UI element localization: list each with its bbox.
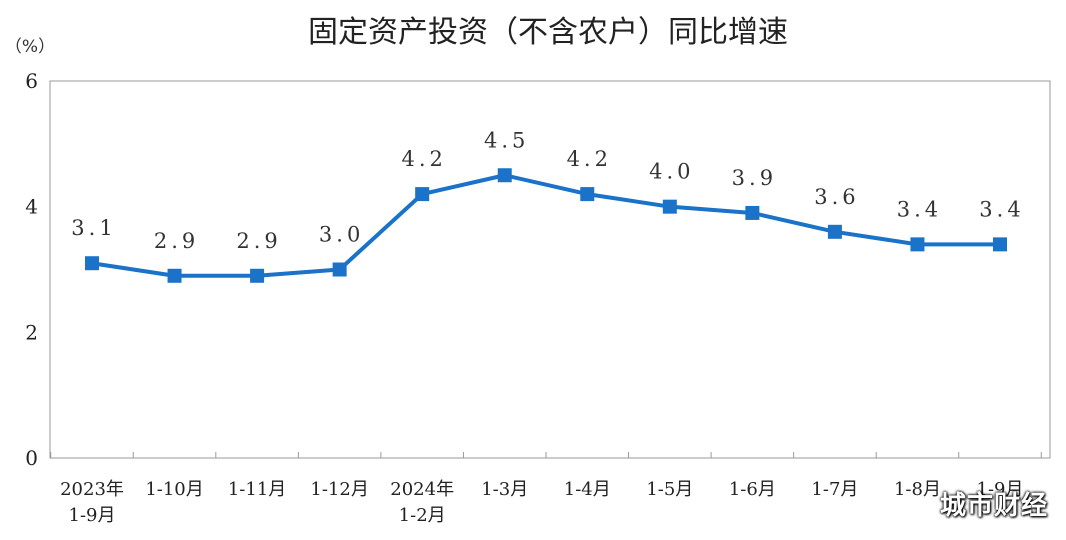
x-tick-label: 1-8月 <box>894 479 941 500</box>
data-label: 3.6 <box>814 185 859 209</box>
data-label: 2.9 <box>236 229 281 253</box>
data-label: 3.4 <box>897 197 942 221</box>
data-label: 4.0 <box>649 160 694 184</box>
data-label: 3.0 <box>319 223 364 247</box>
data-point-marker <box>910 237 925 252</box>
x-tick-label: 1-6月 <box>729 479 776 500</box>
series-line <box>90 173 1002 278</box>
x-tick-label: 1-3月 <box>481 479 528 500</box>
x-tick-label: 1-7月 <box>811 479 858 500</box>
data-label: 3.4 <box>979 197 1024 221</box>
data-point-marker <box>332 262 347 277</box>
x-tick-label: 1-11月 <box>228 479 286 500</box>
data-point-marker <box>745 205 760 220</box>
data-point-marker <box>827 224 842 239</box>
x-tick-label: 1-4月 <box>564 479 611 500</box>
plot-area-frame <box>49 80 1051 459</box>
y-axis: 0 2 4 6 <box>25 69 38 470</box>
x-tick-label: 2023年 <box>60 479 124 500</box>
data-point-marker <box>662 199 677 214</box>
y-axis-unit-label: （%） <box>5 37 55 57</box>
x-tick-label: 2024年 <box>390 479 454 500</box>
x-tick-label: 1-10月 <box>145 479 203 500</box>
data-label: 4.2 <box>567 147 612 171</box>
data-point-marker <box>85 256 99 271</box>
x-tick-label: 1-2月 <box>399 505 446 526</box>
x-axis: 2023年 1-9月 1-10月 1-11月 1-12月 2024年 1-2月 1-3月 1-4… <box>50 452 1042 526</box>
x-tick-label: 1-9月 <box>69 505 116 526</box>
chart-title: 固定资产投资（不含农户）同比增速 <box>308 15 788 50</box>
data-point-marker <box>415 187 430 202</box>
data-point-marker <box>497 168 512 183</box>
y-tick-label: 6 <box>25 69 38 93</box>
data-label: 3.9 <box>732 166 777 190</box>
data-label: 2.9 <box>154 229 199 253</box>
data-point-marker <box>250 268 265 283</box>
x-tick-label: 1-12月 <box>310 479 368 500</box>
x-tick-label: 1-9月 <box>977 479 1024 500</box>
y-tick-label: 2 <box>25 320 38 344</box>
data-labels: 3.1 2.9 2.9 3.0 4.2 4.5 4.2 4.0 3.9 3.6 3.4 3.4 <box>71 128 1024 253</box>
data-point-marker <box>580 187 595 202</box>
y-tick-label: 4 <box>25 195 38 219</box>
data-point-marker <box>993 237 1007 252</box>
series-markers <box>85 168 1007 283</box>
x-tick-label: 1-5月 <box>646 479 693 500</box>
data-label: 3.1 <box>71 216 116 240</box>
data-point-marker <box>167 268 182 283</box>
data-label: 4.5 <box>484 128 529 152</box>
watermark-text: 城市财经 <box>939 491 1048 521</box>
data-label: 4.2 <box>401 147 446 171</box>
y-tick-label: 0 <box>25 446 38 470</box>
